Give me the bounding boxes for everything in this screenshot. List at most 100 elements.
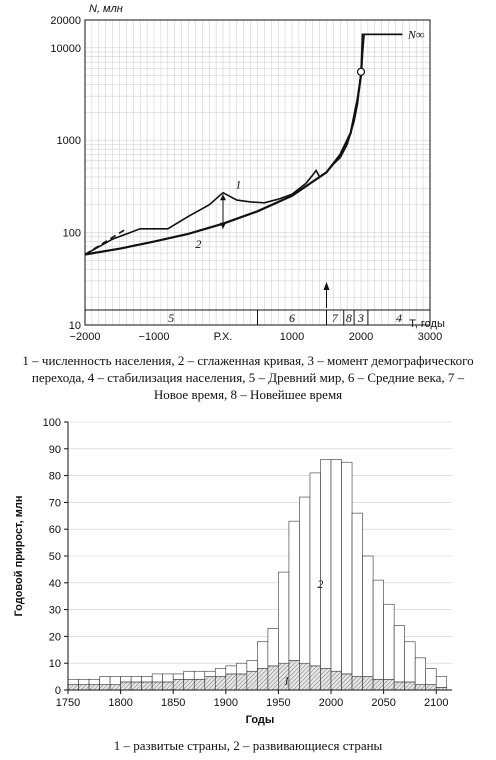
- curve-label-2: 2: [195, 237, 201, 251]
- bar-developed: [183, 678, 195, 691]
- bar-developing: [120, 676, 132, 683]
- y-tick-label: 90: [49, 444, 61, 456]
- bar-developed: [204, 676, 216, 691]
- x-tick-label: 2100: [424, 697, 448, 709]
- bar-developing: [109, 676, 121, 685]
- bar-developing: [204, 670, 216, 677]
- period-label: 8: [346, 311, 352, 325]
- bar-developing: [236, 662, 248, 675]
- bar-developing: [141, 676, 153, 683]
- bar-developing: [393, 625, 405, 683]
- x-tick-label: 1000: [280, 331, 304, 343]
- bar-developed: [257, 668, 269, 691]
- bar-developed: [425, 684, 437, 691]
- bar-developed: [372, 678, 384, 691]
- bar-developing: [193, 670, 206, 680]
- bar-developed: [141, 681, 153, 691]
- period-label: 5: [168, 311, 174, 325]
- bar-developing: [225, 665, 237, 675]
- y-axis-label: Годовой прирост, млн: [13, 495, 25, 616]
- y-tick-label: 100: [63, 228, 81, 240]
- curve-label-1: 1: [235, 178, 241, 192]
- series-label-1: 1: [284, 674, 290, 688]
- bar-developed: [120, 681, 132, 691]
- bar-developing: [351, 512, 363, 677]
- bar-developed: [214, 676, 227, 691]
- x-tick-label: 1750: [56, 697, 80, 709]
- series-label-2: 2: [317, 577, 323, 591]
- bar-developing: [404, 641, 416, 683]
- bar-developing: [299, 496, 311, 664]
- growth-bar-chart: 0 10 20 30 40 50 60 70 80 90 100 1750 1800 1850 1900 19…: [13, 417, 452, 726]
- period-label: 6: [289, 311, 295, 325]
- x-tick-label: 2000: [319, 697, 343, 709]
- y-tick-label: 10000: [50, 43, 81, 55]
- bar-developed: [78, 684, 90, 691]
- period-arrow-head: [323, 282, 330, 290]
- bar-developed: [351, 676, 363, 691]
- y-tick-label: 30: [49, 605, 61, 617]
- x-tick-label: −1000: [139, 331, 170, 343]
- bar-developing: [414, 657, 426, 685]
- bar-developed: [172, 678, 185, 691]
- bar-developing: [257, 641, 269, 669]
- bar-developing: [214, 668, 227, 677]
- x-tick-label: 1800: [108, 697, 132, 709]
- bar-developed: [309, 665, 321, 691]
- bar-developing: [88, 678, 100, 685]
- bar-developed: [109, 684, 121, 691]
- bar-developed: [88, 684, 100, 691]
- bar-developing: [267, 628, 279, 667]
- x-tick-label: 2000: [349, 331, 373, 343]
- y-tick-label: 0: [55, 685, 61, 697]
- x-axis-label: T, годы: [409, 318, 445, 330]
- x-tick-label: −2000: [70, 331, 101, 343]
- bar-developed: [414, 684, 426, 691]
- bar-developed: [151, 681, 163, 691]
- bar-developing: [435, 676, 448, 688]
- bar-developing: [330, 459, 342, 672]
- bar-developed: [341, 673, 353, 691]
- bar-developed: [246, 670, 258, 691]
- bar-developing: [320, 459, 332, 669]
- bar-developing: [372, 579, 384, 680]
- bar-developing: [278, 571, 290, 664]
- y-tick-label: 100: [43, 417, 61, 429]
- x-axis-label: Годы: [246, 714, 275, 726]
- bar-developed: [193, 678, 206, 691]
- bar-developed: [267, 665, 279, 691]
- arrow-head-up: [220, 194, 226, 201]
- x-tick-label: Р.Х.: [214, 331, 233, 343]
- x-tick-label: 3000: [418, 331, 442, 343]
- y-tick-label: 50: [49, 551, 61, 563]
- bar-developed: [236, 673, 248, 691]
- bar-developed: [299, 662, 311, 691]
- bar-developed: [362, 676, 374, 691]
- bar-developing: [425, 668, 437, 685]
- grid: [84, 19, 431, 326]
- bar-developed: [288, 660, 300, 691]
- y-tick-label: 1000: [57, 135, 81, 147]
- bar-developed: [130, 681, 142, 691]
- bar-developing: [183, 670, 195, 680]
- bar-developed: [99, 684, 111, 691]
- y-tick-label: 40: [49, 578, 61, 590]
- bar-developing: [162, 673, 174, 683]
- x-tick-label: 1950: [266, 697, 290, 709]
- y-tick-label: 70: [49, 497, 61, 509]
- y-tick-label: 80: [49, 471, 61, 483]
- bar-developed: [404, 681, 416, 691]
- bar-developed: [67, 684, 79, 691]
- y-tick-label: 20: [49, 631, 61, 643]
- bottom-caption: 1 – развитые страны, 2 – развивающиеся с…: [113, 738, 383, 753]
- period-label: 3: [357, 311, 364, 325]
- x-tick-label: 2050: [371, 697, 395, 709]
- bar-developing: [341, 461, 353, 675]
- bar-developing: [383, 603, 395, 680]
- bar-developing: [151, 673, 163, 683]
- x-tick-label: 1850: [161, 697, 185, 709]
- bar-developing: [78, 678, 90, 685]
- bar-developed: [225, 673, 237, 691]
- population-chart: 5 6 7 8 3 4 −2000 −1000 Р.Х. 1000 2000 3000 10 100 100…: [50, 3, 445, 343]
- bar-developed: [383, 678, 395, 691]
